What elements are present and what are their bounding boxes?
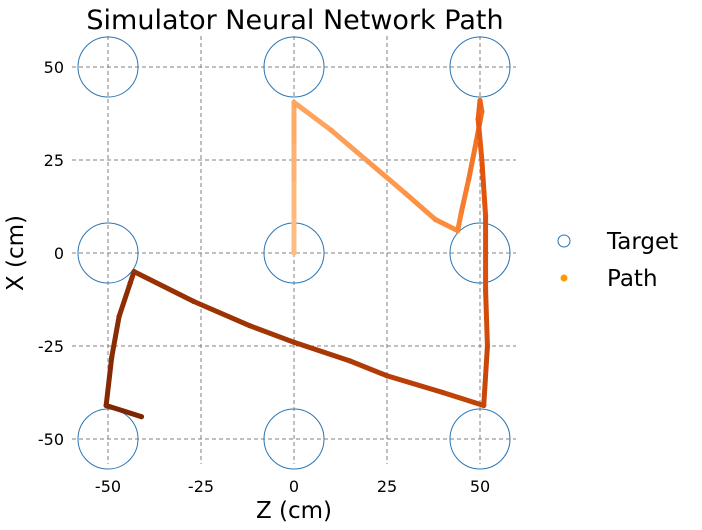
target-marker xyxy=(77,408,139,470)
path-segment xyxy=(403,190,438,223)
path-point xyxy=(103,402,109,409)
path-point xyxy=(473,138,479,144)
x-tick-label: -50 xyxy=(95,477,121,496)
target-marker xyxy=(263,408,325,470)
path-segment xyxy=(455,209,464,234)
path-point xyxy=(481,402,487,409)
path-segment xyxy=(347,358,390,379)
path-point xyxy=(475,116,481,122)
path-point xyxy=(455,228,461,234)
path-point xyxy=(484,343,491,349)
y-tick-label: -50 xyxy=(38,430,64,449)
y-tick-label: 50 xyxy=(44,58,64,77)
path-segment xyxy=(103,403,144,420)
path-segment xyxy=(246,323,297,345)
y-tick-label: 25 xyxy=(44,151,64,170)
legend: Target Path xyxy=(557,229,678,292)
y-axis-label: X (cm) xyxy=(3,215,29,291)
path-segment xyxy=(481,343,490,409)
path-point xyxy=(466,176,472,182)
path-point xyxy=(479,109,485,115)
path-point xyxy=(477,97,483,104)
target-marker xyxy=(449,222,511,284)
target-marker xyxy=(263,36,325,98)
path-segment xyxy=(191,298,252,329)
target-marker xyxy=(77,222,139,284)
y-tick-label: 0 xyxy=(54,244,64,263)
path-point xyxy=(138,414,145,420)
path-point xyxy=(131,269,137,275)
chart-title: Simulator Neural Network Path xyxy=(86,5,503,36)
path-point xyxy=(190,298,197,304)
target-marker xyxy=(449,408,511,470)
path-segment xyxy=(483,287,490,349)
legend-target-label: Target xyxy=(606,229,678,255)
target-series xyxy=(77,36,511,470)
path-point xyxy=(116,313,122,319)
path-point xyxy=(291,99,297,105)
path-segment xyxy=(365,159,409,196)
path-segment xyxy=(116,280,133,319)
path-point xyxy=(432,216,438,223)
path-segment xyxy=(432,217,461,234)
x-tick-label: 0 xyxy=(289,477,299,496)
path-segment xyxy=(479,157,489,219)
path-point xyxy=(440,389,446,396)
target-marker xyxy=(77,36,139,98)
path-segment xyxy=(466,138,479,182)
path-series xyxy=(103,97,491,420)
path-point xyxy=(458,209,464,215)
legend-target-marker xyxy=(557,234,571,248)
path-point xyxy=(482,213,489,219)
path-segment xyxy=(458,176,472,215)
path-point xyxy=(403,190,409,197)
path-point xyxy=(291,250,297,256)
path-segment xyxy=(475,116,485,163)
target-marker xyxy=(449,36,511,98)
legend-path-label: Path xyxy=(607,266,658,292)
y-tick-label: -25 xyxy=(38,337,64,356)
x-tick-label: -25 xyxy=(188,477,214,496)
path-segment xyxy=(291,339,353,364)
x-tick-label: 25 xyxy=(377,477,397,496)
path-segment xyxy=(103,354,115,409)
path-segment xyxy=(440,390,487,409)
path-point xyxy=(109,354,115,360)
path-point xyxy=(127,280,133,286)
x-tick-label: 50 xyxy=(470,477,490,496)
path-segment xyxy=(109,313,122,360)
path-point xyxy=(482,287,489,293)
path-segment xyxy=(291,99,334,133)
legend-path-marker xyxy=(560,274,568,282)
path-point xyxy=(479,157,485,163)
path-point xyxy=(365,159,371,165)
path-point xyxy=(291,138,297,144)
y-tick-labels: 50 25 0 -25 -50 xyxy=(38,58,64,449)
path-point xyxy=(328,127,334,133)
path-point xyxy=(347,358,353,364)
path-point xyxy=(291,213,297,219)
path-point xyxy=(291,176,297,182)
path-point xyxy=(384,373,390,379)
x-axis-label: Z (cm) xyxy=(256,498,332,524)
path-segment xyxy=(328,127,371,165)
path-segment xyxy=(131,269,197,304)
path-segment xyxy=(475,97,483,122)
x-tick-labels: -50 -25 0 25 50 xyxy=(95,477,490,496)
path-segment xyxy=(384,373,446,395)
path-point xyxy=(246,322,252,329)
path-point xyxy=(291,339,297,345)
